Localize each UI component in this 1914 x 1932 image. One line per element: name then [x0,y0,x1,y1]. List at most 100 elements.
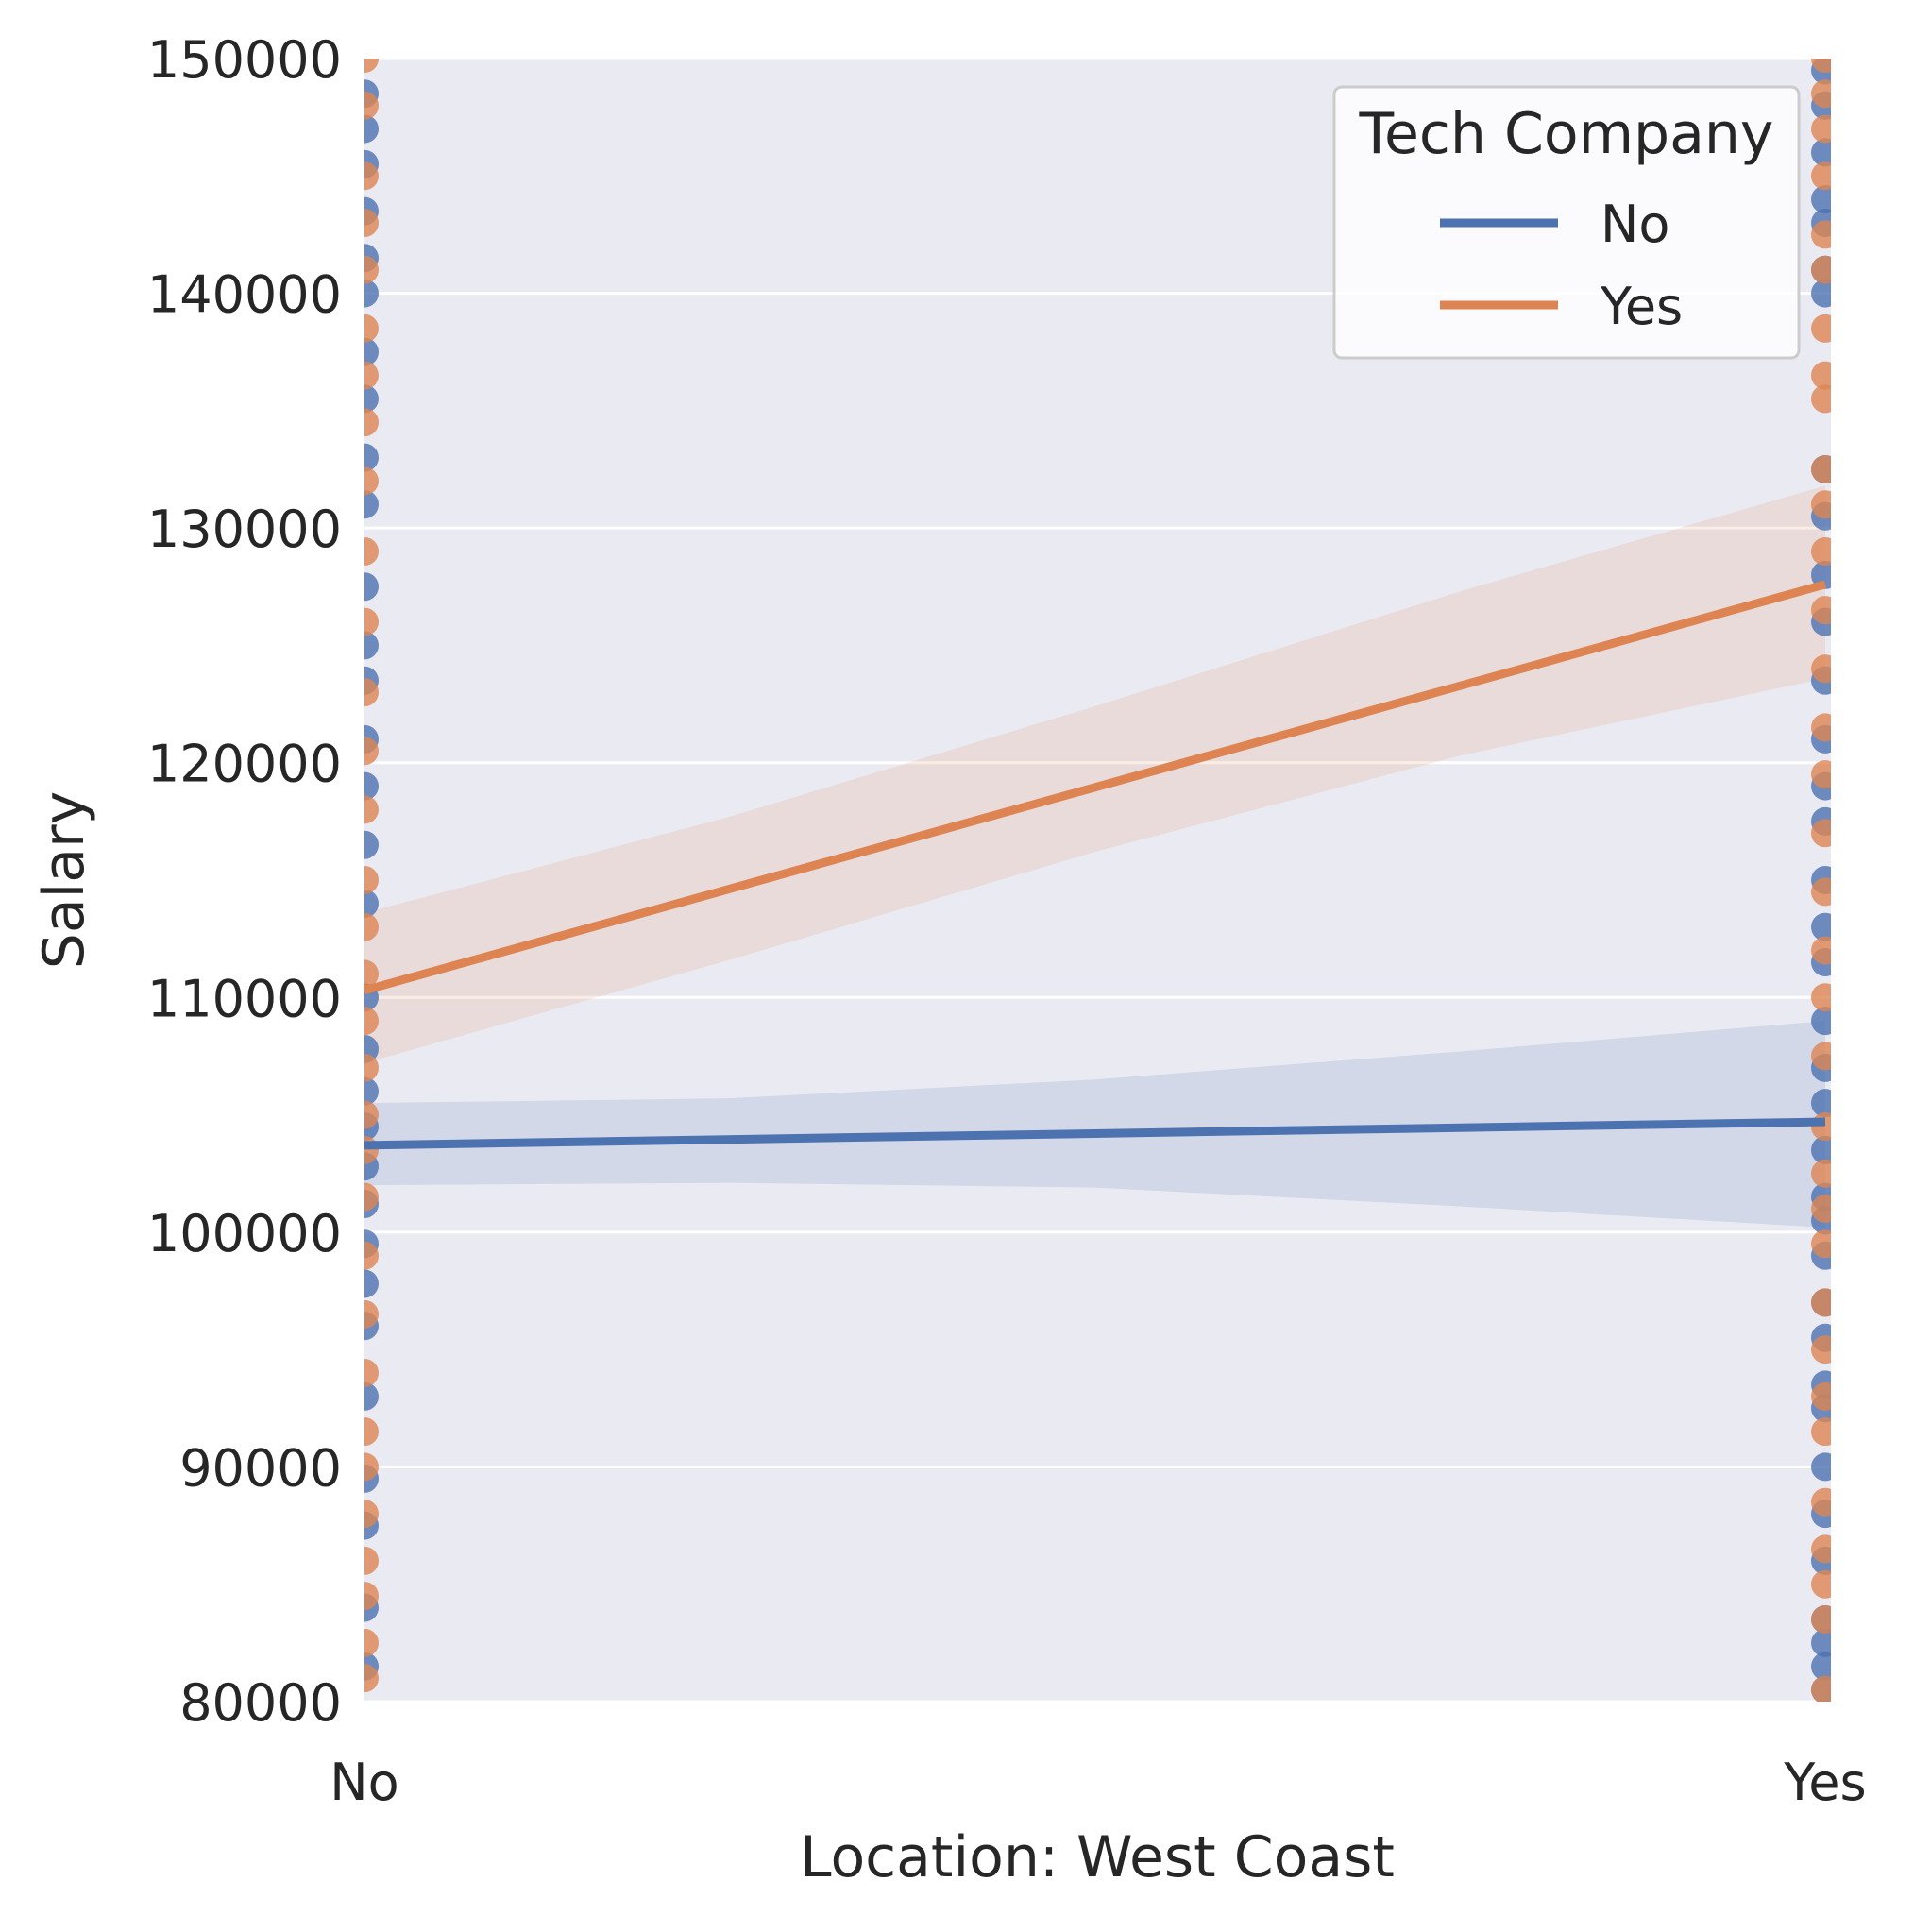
data-point [1811,1135,1831,1164]
data-point [364,912,379,941]
data-point [364,866,379,894]
data-point [364,337,379,366]
data-point [364,1269,379,1298]
y-tick-label: 140000 [147,265,342,325]
data-point [364,572,379,602]
data-point [364,678,379,707]
data-point [1811,1229,1831,1259]
data-point [364,384,379,414]
data-point [1811,255,1831,284]
confidence-bands [364,485,1825,1228]
ci-band-no [364,1021,1825,1228]
data-point [1811,59,1831,73]
data-point [1811,877,1831,907]
data-point [364,959,379,989]
data-point [1811,1335,1831,1364]
data-point [1811,1675,1831,1702]
y-axis-label: Salary [31,791,97,969]
data-point [364,1135,379,1164]
data-point [364,314,379,343]
data-point [1811,1288,1831,1317]
data-point [364,1546,379,1575]
data-point [1811,1534,1831,1564]
data-point [1811,1652,1831,1681]
data-point [364,830,379,859]
data-point [364,490,379,519]
data-point [364,59,379,73]
data-point [364,443,379,472]
legend: Tech Company No Yes [1332,85,1801,360]
legend-title: Tech Company [1359,101,1774,167]
data-point [1811,1007,1831,1036]
data-point [1811,314,1831,343]
data-point [1811,760,1831,789]
data-point [1811,537,1831,566]
data-point [364,795,379,824]
data-point [364,1241,379,1270]
data-point [1811,1417,1831,1447]
data-point [364,631,379,660]
data-point [364,1299,379,1329]
data-point [1811,560,1831,589]
ci-band-yes [364,485,1825,1063]
data-point [364,161,379,191]
data-point [1811,1628,1831,1657]
data-point [364,607,379,636]
data-point [1811,1042,1831,1071]
regression-line-no [364,1117,1826,1150]
y-tick-labels: 80000 90000 100000 110000 120000 130000 140000… [147,30,342,1733]
data-point [1811,220,1831,249]
x-tick-labels: No Yes [330,1753,1866,1812]
data-point [1811,1487,1831,1517]
data-point [364,408,379,437]
data-point [364,1076,379,1106]
data-point [1811,384,1831,414]
y-tick-label: 120000 [147,735,342,794]
y-tick-label: 90000 [179,1438,342,1498]
y-tick-label: 130000 [147,500,342,559]
data-point [1811,1605,1831,1634]
legend-items: No Yes [1440,195,1683,336]
data-point [364,1100,379,1129]
regression-lines [363,580,1827,1150]
data-point [364,466,379,496]
data-point [1811,713,1831,742]
data-point [1811,361,1831,390]
data-point [1811,819,1831,848]
data-point [364,771,379,801]
data-point [364,1381,379,1411]
x-tick-label: Yes [1783,1753,1866,1812]
data-point [1811,912,1831,941]
data-point [1811,1381,1831,1411]
data-point [364,1359,379,1387]
data-point [1811,1089,1831,1118]
data-point [1811,596,1831,625]
data-point [1811,185,1831,214]
data-point [1811,114,1831,144]
x-axis-label: Location: West Coast [800,1824,1395,1890]
data-point [1811,490,1831,519]
data-point [364,114,379,144]
data-point [364,737,379,766]
data-point [364,361,379,390]
data-point [1811,1569,1831,1599]
regression-line-yes [363,580,1827,995]
y-tick-label: 100000 [147,1204,342,1263]
y-tick-label: 150000 [147,30,342,90]
data-points [364,59,1831,1702]
data-point [364,1452,379,1482]
data-point [1811,1112,1831,1141]
data-point [364,537,379,566]
data-point [364,1053,379,1082]
y-tick-label: 110000 [147,969,342,1028]
data-point [1811,936,1831,965]
data-point [364,889,379,918]
data-point [364,1664,379,1693]
legend-label-yes: Yes [1600,277,1683,336]
data-point [364,1628,379,1657]
data-point [364,1500,379,1529]
data-point [364,209,379,237]
legend-frame [1332,85,1801,360]
